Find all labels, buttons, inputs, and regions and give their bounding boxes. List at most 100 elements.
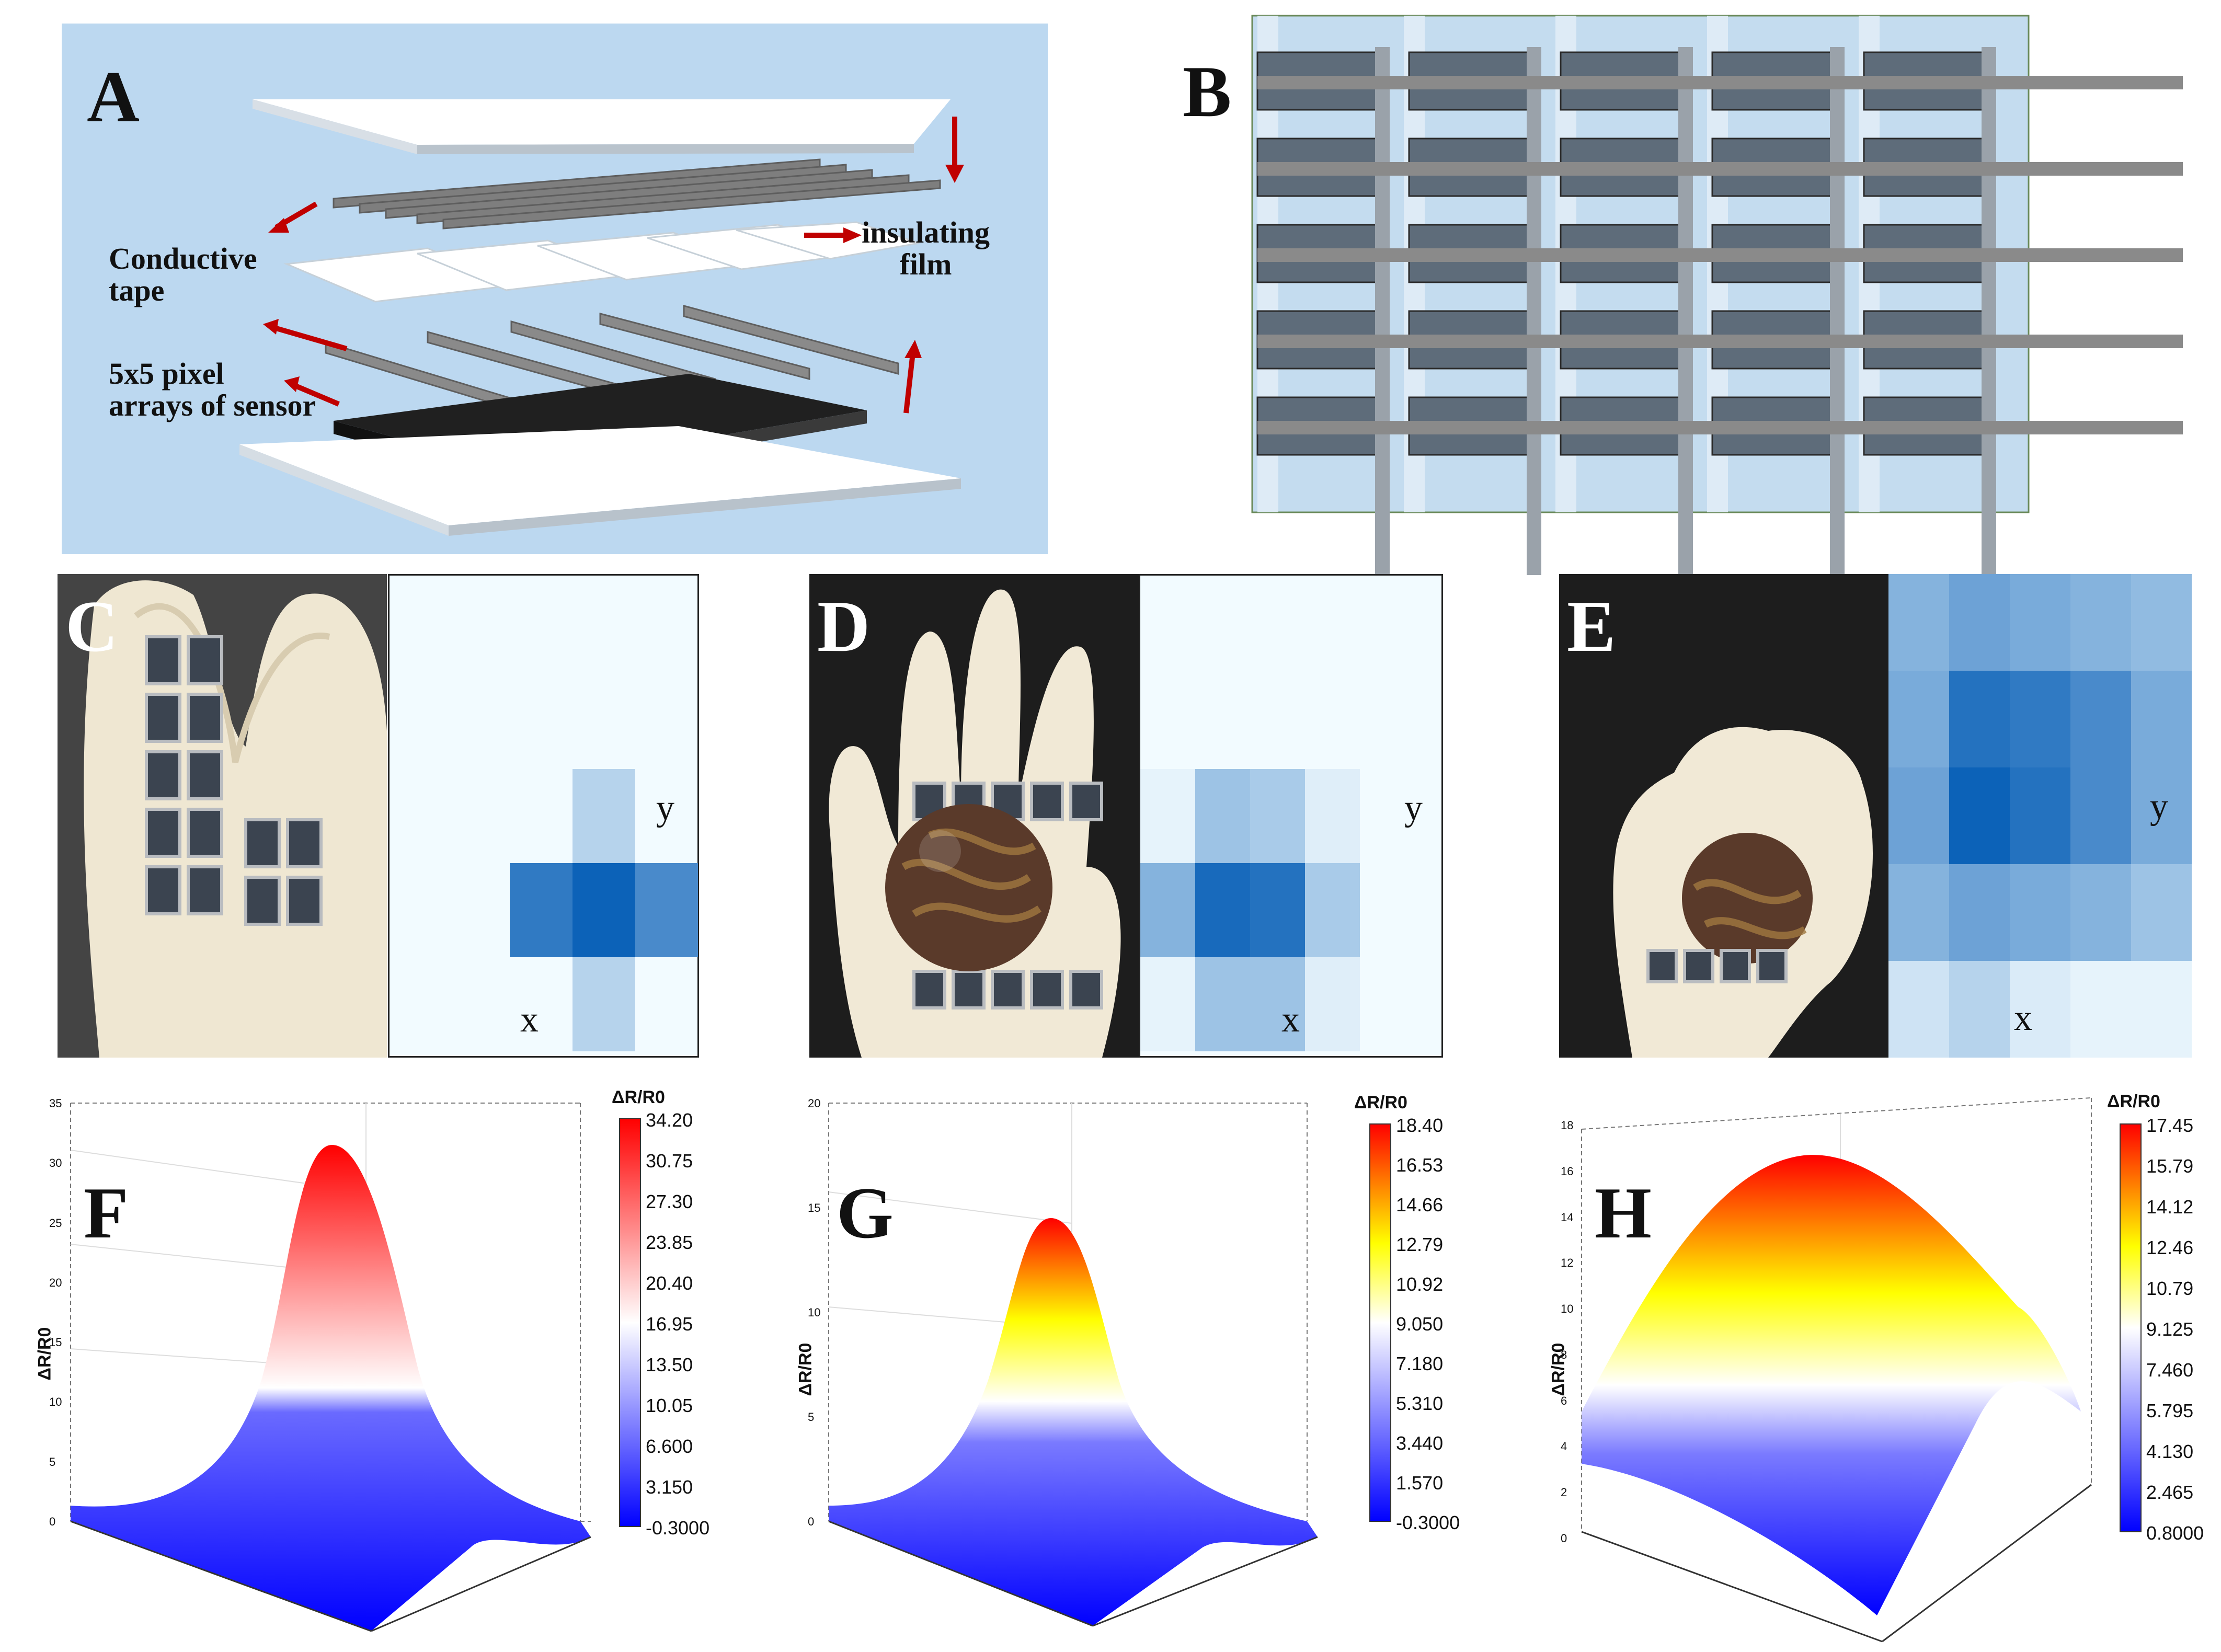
sensor-pixel [187,808,223,858]
panel-h: H ΔR/R0 ΔR/R0 17.45 15.79 14.12 12.46 10.79 9… [1516,1087,2217,1652]
electrode-grid-diagram [1251,15,2183,575]
surface-g [829,1218,1318,1626]
sensor-pixel [187,750,223,800]
panel-c-photo: C [58,574,387,1058]
heatmap-cell [1305,863,1360,957]
z-axis-ticks-g: 20 15 10 5 0 [808,1097,829,1528]
sensor-pixel [286,876,323,926]
heatmap-cell [1888,961,1949,1058]
colorbar-tick-label: 18.40 [1396,1115,1444,1136]
sensor-pixel [244,876,281,926]
heatmap-cell [2070,767,2131,864]
heatmap-c [510,769,698,1051]
z-axis-ticks-h: 18 16 14 12 10 8 6 4 2 0 [1561,1119,1582,1545]
sensor-pixel [145,693,181,743]
heatmap-cell [1140,863,1195,957]
sensor-pixel [145,750,181,800]
colorbar-tick-label: 30.75 [646,1150,693,1172]
sensor-pixel [145,865,181,915]
sensor-pixel [187,865,223,915]
z-tick-label: 4 [1561,1440,1567,1453]
colorbar-tick-label: 6.600 [646,1436,693,1457]
row-electrode [1257,162,2183,176]
panel-f: F ΔR/R0 ΔR/R0 34.20 30.75 27.30 23.85 20.40 1… [35,1087,737,1652]
colorbar-tick-label: 9.050 [1396,1313,1444,1335]
z-tick-label: 0 [808,1515,815,1528]
colorbar-h [2120,1123,2142,1532]
z-tick-label: 16 [1561,1164,1574,1178]
heatmap-cell [2131,767,2192,864]
heatmap-cell [1305,769,1360,863]
colorbar-tick-label: 7.180 [1396,1353,1444,1374]
heatmap-cell [2131,864,2192,961]
surface-plot-f [70,1103,641,1632]
z-tick-label: 15 [49,1336,62,1349]
vertical-electrodes [1375,47,1996,575]
heatmap-cell [1888,671,1949,767]
heatmap-cell [2010,767,2070,864]
z-tick-label: 14 [1561,1210,1574,1224]
colorbar-tick-label: 16.95 [646,1313,693,1335]
surface-plot-h [1581,1097,2142,1643]
heatmap-d-x-label: x [1281,1000,1300,1040]
panel-c-letter: C [65,586,119,667]
colorbar-tick-label: 5.795 [2146,1400,2194,1421]
heatmap-c-y-label: y [656,788,674,828]
row-electrode [1257,421,2183,434]
colorbar-tick-label: 3.150 [646,1476,693,1498]
colorbar-g-ticks: 18.40 16.53 14.66 12.79 10.92 9.050 7.180 5.310… [1396,1115,1474,1533]
colorbar-tick-label: 12.46 [2146,1237,2194,1258]
heatmap-cell [2010,671,2070,767]
sensor-pixel [187,693,223,743]
z-tick-label: 12 [1561,1256,1574,1270]
colorbar-tick-label: 10.79 [2146,1278,2194,1299]
column-electrode [1830,47,1845,575]
column-electrode [1982,47,1996,575]
colorbar-tick-label: 5.310 [1396,1393,1444,1414]
sensor-pixel [912,970,946,1009]
heatmap-cell [2070,864,2131,961]
colorbar-tick-label: 14.12 [2146,1196,2194,1218]
label-conductive-tape: Conductive tape [109,242,257,307]
colorbar-tick-label: 3.440 [1396,1432,1444,1454]
sensor-pixel [952,970,986,1009]
heatmap-cell [2070,671,2131,767]
panel-d-photo: D [809,574,1139,1058]
heatmap-cell [510,863,573,957]
panel-h-letter: H [1595,1173,1652,1254]
horizontal-electrodes [1257,76,2183,434]
colorbar-tick-label: 14.66 [1396,1194,1444,1215]
z-tick-label: 5 [49,1455,56,1469]
z-tick-label: 25 [49,1216,62,1230]
sensor-pixel [187,635,223,685]
z-tick-label: 10 [808,1306,821,1319]
surface-h [1582,1155,2081,1615]
surface-f [71,1145,591,1631]
sensor-pixel [1683,949,1714,983]
bottom-conductive-tapes [325,305,899,412]
heatmap-cell [1250,769,1305,863]
sensor-pixel [1720,949,1751,983]
panel-e-photo: E [1559,574,1888,1058]
heatmap-cell [1949,574,2010,671]
z-tick-label: 0 [1561,1532,1567,1545]
top-conductive-tapes [333,158,941,230]
heatmap-cell [1140,957,1195,1051]
sensor-pixel [1069,782,1103,821]
sensor-pixel [1030,782,1064,821]
colorbar-tick-label: -0.3000 [1396,1512,1460,1533]
panel-d-heatmap: y x [1139,574,1443,1058]
sensor-pixel [145,808,181,858]
colorbar-tick-label: 7.460 [2146,1359,2194,1381]
colorbar-tick-label: 23.85 [646,1232,693,1253]
row-electrode [1257,76,2183,89]
heatmap-cell [573,863,635,957]
exploded-layer-diagram [239,99,964,536]
z-tick-label: 18 [1561,1119,1574,1132]
colorbar-tick-label: 20.40 [646,1272,693,1294]
z-tick-label: 5 [808,1410,815,1424]
heatmap-cell [1949,864,2010,961]
row-electrode [1257,248,2183,262]
colorbar-g-title: ΔR/R0 [1354,1093,1407,1112]
red-arrows [263,117,964,414]
